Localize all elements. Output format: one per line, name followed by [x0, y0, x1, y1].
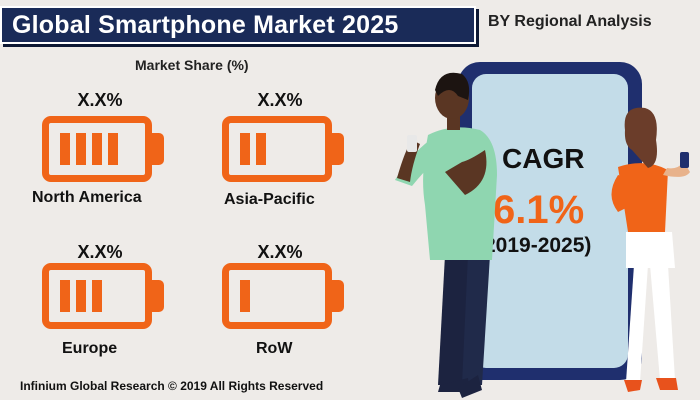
- cagr-period: (2019-2025): [477, 234, 592, 257]
- battery-terminal: [332, 280, 344, 312]
- woman-illustration: [611, 107, 690, 392]
- title-banner: Global Smartphone Market 2025: [0, 6, 476, 44]
- cagr-label: CAGR: [502, 143, 585, 174]
- region-label: North America: [32, 189, 142, 206]
- battery-terminal: [152, 133, 164, 165]
- market-share-label: Market Share (%): [135, 57, 249, 73]
- battery-bar: [108, 133, 118, 165]
- battery-terminal: [332, 133, 344, 165]
- battery-bar: [92, 280, 102, 312]
- battery-icon: [222, 116, 332, 182]
- battery-bar: [60, 280, 70, 312]
- page-subtitle: BY Regional Analysis: [488, 13, 652, 30]
- cagr-value: 6.1%: [493, 188, 585, 232]
- battery-terminal: [152, 280, 164, 312]
- footer-copyright: Infinium Global Research © 2019 All Righ…: [20, 379, 324, 393]
- battery-bar: [240, 133, 250, 165]
- smartphone-screen: [472, 74, 628, 368]
- region-label: Asia-Pacific: [224, 191, 315, 208]
- page-title: Global Smartphone Market 2025: [12, 10, 399, 39]
- region-label: RoW: [256, 340, 293, 357]
- battery-bar: [76, 280, 86, 312]
- man-illustration: [395, 72, 497, 398]
- region-value: X.X%: [257, 242, 303, 262]
- region-value: X.X%: [77, 242, 123, 262]
- battery-bar: [60, 133, 70, 165]
- region-value: X.X%: [77, 90, 123, 110]
- region-value: X.X%: [257, 90, 303, 110]
- battery-bar: [240, 280, 250, 312]
- region-label: Europe: [62, 340, 118, 357]
- battery-bar: [256, 133, 266, 165]
- battery-bar: [92, 133, 102, 165]
- battery-bar: [76, 133, 86, 165]
